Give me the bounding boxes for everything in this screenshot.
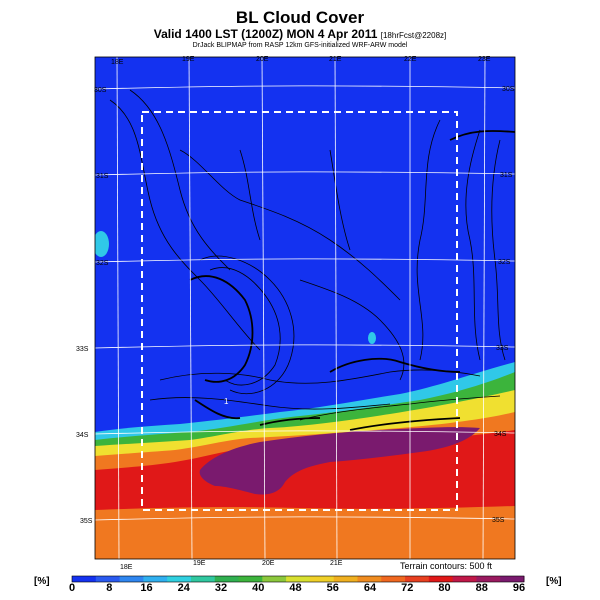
valid-time-subtitle: Valid 1400 LST (1200Z) MON 4 Apr 2011 [1… (0, 27, 600, 41)
colorbar-tick-96: 96 (513, 582, 525, 594)
lat-label-left-32s: 32S (96, 260, 109, 267)
lon-label-bottom-19e: 19E (193, 560, 206, 567)
colorbar-outline (71, 575, 525, 583)
colorbar-tick-72: 72 (401, 582, 413, 594)
terrain-contour-note: Terrain contours: 500 ft (400, 561, 493, 571)
colorbar (71, 575, 525, 583)
lon-label-top-19e: 19E (182, 56, 195, 63)
colorbar-tick-labels: 0 8 16 24 32 40 48 56 64 72 80 88 96 (69, 582, 525, 594)
colorbar-swatch (405, 576, 430, 582)
terrain-contours-major (189, 130, 515, 431)
colorbar-tick-8: 8 (106, 582, 112, 594)
unit-label-right: [%] (546, 576, 562, 587)
colorbar-swatch (262, 576, 287, 582)
lat-lon-grid (95, 57, 515, 559)
colorbar-tick-24: 24 (178, 582, 191, 594)
colorbar-swatch (309, 576, 335, 582)
colorbar-swatch (428, 576, 454, 582)
lon-label-top-21e: 21E (329, 56, 342, 63)
colorbar-tick-40: 40 (252, 582, 264, 594)
lat-label-left-30s: 30S (94, 87, 107, 94)
colorbar-swatch (238, 576, 263, 582)
lat-label-left-35s: 35S (80, 518, 93, 525)
lon-label-bottom-21e: 21E (330, 560, 343, 567)
cloud-patch-left (95, 231, 109, 257)
lat-label-right-32s: 32S (498, 259, 511, 266)
lat-label-left-34s: 34S (76, 432, 89, 439)
colorbar-tick-80: 80 (438, 582, 450, 594)
unit-label-left: [%] (34, 576, 50, 587)
marker-label: 1 (224, 397, 229, 406)
lon-label-bottom-20e: 20E (262, 560, 275, 567)
lon-label-top-23e: 23E (478, 56, 491, 63)
colorbar-swatch (333, 576, 358, 582)
colorbar-swatch (95, 576, 121, 582)
map-plot-area: 1 (95, 57, 515, 559)
colorbar-swatch (167, 576, 192, 582)
colorbar-tick-48: 48 (289, 582, 301, 594)
colorbar-swatch (452, 576, 477, 582)
colorbar-tick-64: 64 (364, 582, 377, 594)
cloud-band-orange-lower (95, 506, 515, 559)
colorbar-swatch (190, 576, 216, 582)
lat-label-left-31s: 31S (96, 173, 109, 180)
lat-label-right-30s: 30S (502, 86, 515, 93)
lat-label-left-33s: 33S (76, 346, 89, 353)
cloud-patch-mid (368, 332, 376, 344)
colorbar-swatch (143, 576, 168, 582)
lon-label-top-22e: 22E (404, 56, 417, 63)
lat-label-right-33s: 33S (496, 345, 509, 352)
colorbar-swatch (357, 576, 382, 582)
colorbar-tick-16: 16 (140, 582, 152, 594)
lon-label-top-20e: 20E (256, 56, 269, 63)
colorbar-swatch (476, 576, 501, 582)
lon-label-bottom-18e: 18E (120, 564, 133, 571)
map-frame (94, 56, 516, 560)
colorbar-swatch (500, 576, 525, 582)
lon-label-top-18e: 18E (111, 59, 124, 66)
inner-domain-box (141, 111, 458, 511)
valid-time-text: Valid 1400 LST (1200Z) MON 4 Apr 2011 (153, 27, 378, 41)
lat-label-right-31s: 31S (500, 172, 513, 179)
colorbar-swatch (119, 576, 144, 582)
colorbar-tick-88: 88 (476, 582, 488, 594)
map-title: BL Cloud Cover (235, 8, 365, 27)
colorbar-swatch (72, 576, 97, 582)
lat-label-right-35s: 35S (492, 517, 505, 524)
colorbar-swatch (214, 576, 240, 582)
colorbar-tick-56: 56 (327, 582, 339, 594)
forecast-time-text: [18hrFcst@2208z] (380, 31, 447, 40)
lat-label-right-34s: 34S (494, 431, 507, 438)
colorbar-swatch (286, 576, 311, 582)
model-credit: DrJack BLIPMAP from RASP 12km GFS-initia… (192, 42, 408, 49)
colorbar-swatch (381, 576, 406, 582)
colorbar-tick-32: 32 (215, 582, 227, 594)
colorbar-tick-0: 0 (69, 582, 75, 594)
